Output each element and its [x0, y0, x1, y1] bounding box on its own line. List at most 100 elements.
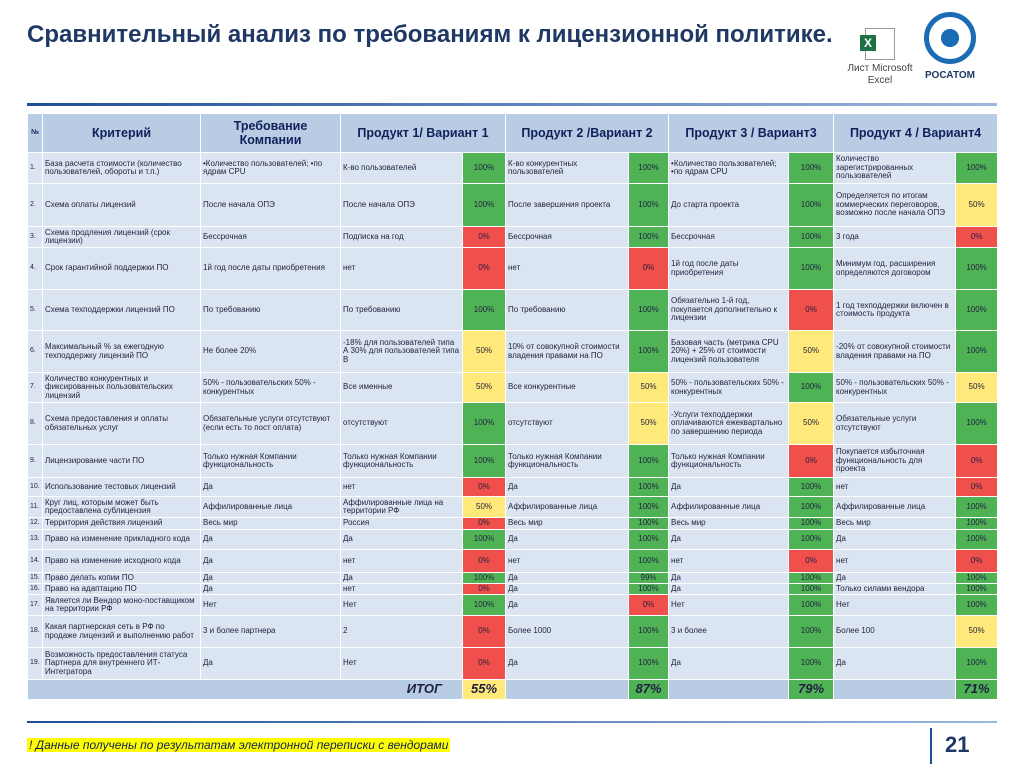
criterion: Какая партнерская сеть в РФ по продаже л… — [42, 615, 201, 648]
product-score: 100% — [628, 549, 670, 573]
requirement: Да — [200, 529, 341, 550]
criterion: Право делать копии ПО — [42, 572, 201, 584]
criterion: Количество конкурентных и фиксированных … — [42, 372, 201, 403]
product-score: 100% — [628, 496, 670, 518]
product-score: 0% — [788, 444, 835, 478]
table-row: 6. Максимальный % за ежегодную техподдерж… — [27, 330, 999, 373]
product-answer: Нет — [833, 594, 957, 616]
criterion: База расчета стоимости (количество польз… — [42, 152, 201, 184]
product-answer: Аффилированные лица — [668, 496, 790, 518]
product-answer: нет — [833, 477, 957, 497]
product-answer: Все именные — [340, 372, 463, 403]
product-answer: До старта проекта — [668, 183, 790, 227]
product-score: 100% — [628, 183, 670, 227]
product-answer: Да — [668, 529, 790, 550]
page-number: 21 — [945, 732, 970, 757]
product-answer: Аффилированные лица на территории РФ — [340, 496, 463, 518]
product-score: 50% — [955, 183, 999, 227]
row-number: 18. — [27, 615, 43, 648]
slide-title: Сравнительный анализ по требованиям к ли… — [27, 21, 833, 48]
criterion: Срок гарантийной поддержки ПО — [42, 247, 201, 290]
requirement: Аффилированные лица — [200, 496, 341, 518]
product-answer: Только нужная Компании функциональность — [668, 444, 790, 478]
product-score: 100% — [955, 402, 999, 445]
total-label: ИТОГ — [27, 679, 463, 700]
product-answer: По требованию — [505, 289, 630, 331]
requirement: Обязательные услуги отсутствуют (если ес… — [200, 402, 341, 445]
product-answer: •Количество пользователей; •по ядрам CPU — [668, 152, 790, 184]
product-score: 100% — [461, 444, 507, 478]
product-answer: После завершения проекта — [505, 183, 630, 227]
product-answer: Базовая часть (метрика CPU 20%) + 25% от… — [668, 330, 790, 373]
table-row: 3. Схема продления лицензий (срок лицензи… — [27, 226, 999, 248]
product-answer: нет — [340, 477, 463, 497]
requirement: Да — [200, 572, 341, 584]
product-answer: отсутствуют — [340, 402, 463, 445]
product-answer: нет — [505, 247, 630, 290]
product-answer: Бессрочная — [505, 226, 630, 248]
product-score: 100% — [461, 402, 507, 445]
product-score: 100% — [628, 647, 670, 680]
criterion: Схема предоставления и оплаты обязательн… — [42, 402, 201, 445]
product-score: 100% — [955, 289, 999, 331]
product-score: 100% — [628, 583, 670, 595]
requirement: Не более 20% — [200, 330, 341, 373]
product-answer: 50% - пользовательских 50% - конкурентны… — [668, 372, 790, 403]
column-header: Продукт 3 / Вариант3 — [668, 113, 835, 153]
table-row: 7. Количество конкурентных и фиксированны… — [27, 372, 999, 403]
product-score: 100% — [628, 152, 670, 184]
product-score: 100% — [628, 615, 670, 648]
product-score: 0% — [461, 549, 507, 573]
product-answer: Да — [505, 594, 630, 616]
criterion: Территория действия лицензий — [42, 517, 201, 530]
product-score: 100% — [788, 247, 835, 290]
total-score: 87% — [628, 679, 670, 700]
product-answer: Бессрочная — [668, 226, 790, 248]
table-row: 12. Территория действия лицензий Весь мир Р… — [27, 517, 999, 530]
row-number: 13. — [27, 529, 43, 550]
product-answer: нет — [340, 247, 463, 290]
product-score: 100% — [955, 152, 999, 184]
total-row: ИТОГ 55% 87% 79% 71% — [27, 679, 999, 700]
product-answer: нет — [505, 549, 630, 573]
product-answer: Нет — [340, 594, 463, 616]
product-score: 100% — [788, 372, 835, 403]
row-number: 7. — [27, 372, 43, 403]
product-answer: К-во пользователей — [340, 152, 463, 184]
product-answer: После начала ОПЭ — [340, 183, 463, 227]
excel-attachment[interactable]: X Лист Microsoft Excel — [840, 28, 920, 87]
product-score: 100% — [788, 572, 835, 584]
product-answer: Обязательно 1-й год, покупается дополнит… — [668, 289, 790, 331]
product-score: 100% — [461, 152, 507, 184]
product-answer: К-во конкурентных пользователей — [505, 152, 630, 184]
product-score: 0% — [461, 247, 507, 290]
product-answer: 50% - пользовательских 50% - конкурентны… — [833, 372, 957, 403]
row-number: 2. — [27, 183, 43, 227]
separator — [930, 728, 932, 764]
comparison-table: № Критерий Требование Компании Продукт 1/ В… — [27, 113, 999, 700]
product-answer: Да — [505, 583, 630, 595]
product-answer: Весь мир — [833, 517, 957, 530]
product-answer: 1 год техподдержки включен в стоимость п… — [833, 289, 957, 331]
product-score: 50% — [955, 372, 999, 403]
product-answer: Да — [505, 647, 630, 680]
column-header: Критерий — [42, 113, 201, 153]
product-score: 0% — [461, 477, 507, 497]
product-answer: Весь мир — [668, 517, 790, 530]
product-score: 100% — [461, 183, 507, 227]
product-answer: Да — [505, 477, 630, 497]
row-number: 3. — [27, 226, 43, 248]
product-score: 50% — [461, 496, 507, 518]
product-score: 100% — [955, 647, 999, 680]
logo-text: РОСАТОМ — [925, 70, 975, 81]
column-header: Продукт 4 / Вариант4 — [833, 113, 999, 153]
requirement: 3 и более партнера — [200, 615, 341, 648]
product-answer: Да — [340, 572, 463, 584]
row-number: 9. — [27, 444, 43, 478]
requirement: Нет — [200, 594, 341, 616]
product-answer: Только нужная Компании функциональность — [340, 444, 463, 478]
requirement: •Количество пользователей; •по ядрам CPU — [200, 152, 341, 184]
row-number: 4. — [27, 247, 43, 290]
table-row: 2. Схема оплаты лицензий После начала ОПЭ П… — [27, 183, 999, 227]
